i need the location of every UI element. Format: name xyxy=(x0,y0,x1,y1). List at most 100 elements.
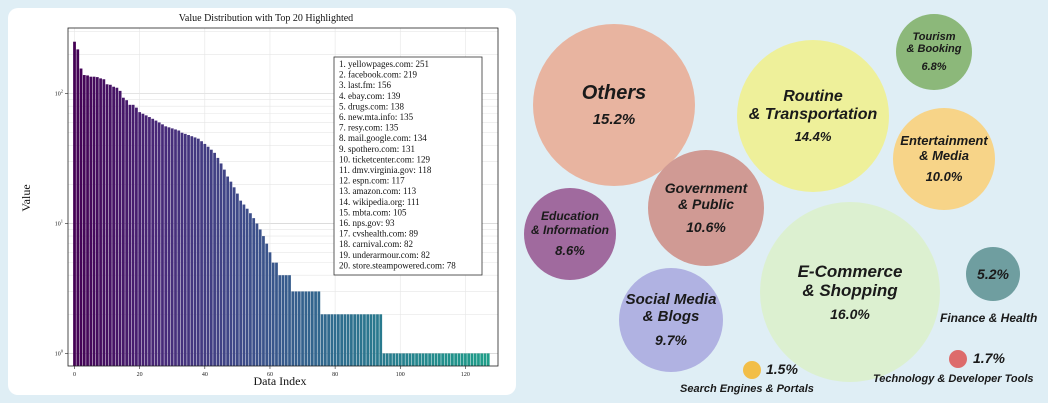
bar xyxy=(437,353,441,366)
bar xyxy=(92,76,96,366)
bar xyxy=(297,291,301,366)
legend-entry: 7. resy.com: 135 xyxy=(339,123,399,133)
bar xyxy=(206,146,210,366)
bar xyxy=(369,314,373,366)
bar xyxy=(470,353,474,366)
y-axis-label: Value xyxy=(19,184,33,211)
legend-entry: 18. carnival.com: 82 xyxy=(339,239,413,249)
legend-entry: 19. underarmour.com: 82 xyxy=(339,250,430,260)
ext-percent-technology-developer-tools: 1.7% xyxy=(973,350,1005,366)
bar xyxy=(395,353,399,366)
bar xyxy=(389,353,392,366)
bar xyxy=(125,100,129,367)
bar xyxy=(402,353,405,366)
bar xyxy=(330,314,334,366)
plot-frame xyxy=(67,27,499,367)
bar xyxy=(258,229,262,366)
bar xyxy=(265,243,269,366)
bar xyxy=(164,126,168,366)
bar xyxy=(144,115,148,366)
bar xyxy=(477,353,480,366)
bar xyxy=(314,291,317,366)
legend-entry: 2. facebook.com: 219 xyxy=(339,70,417,80)
bar xyxy=(392,353,396,366)
y-tick-label: 100 xyxy=(55,348,64,357)
bar xyxy=(268,252,272,366)
x-tick-label: 20 xyxy=(137,372,143,378)
bar xyxy=(340,314,344,366)
bubble-label: Others xyxy=(581,82,647,105)
bubble-label: Routine & Transportation xyxy=(748,87,878,123)
bar xyxy=(196,138,200,366)
bar xyxy=(467,353,471,366)
ext-percent-search-engines-portals: 1.5% xyxy=(766,361,798,377)
bar xyxy=(135,107,138,367)
bar xyxy=(301,291,304,366)
bubble-entertainment-media: Entertainment & Media 10.0% xyxy=(893,108,995,210)
bar xyxy=(444,353,448,366)
bar xyxy=(262,236,265,366)
bubble-technology-developer-tools xyxy=(949,350,967,368)
bubble-percent: 10.6% xyxy=(686,218,726,235)
bar xyxy=(379,314,383,366)
bar xyxy=(405,353,409,366)
bar xyxy=(112,86,115,366)
bar xyxy=(200,141,203,366)
legend-entry: 20. store.steampowered.com: 78 xyxy=(339,260,456,270)
bar xyxy=(138,112,142,366)
bar xyxy=(82,75,86,366)
bar xyxy=(428,353,431,366)
bar xyxy=(323,314,327,366)
x-tick-label: 100 xyxy=(396,372,405,378)
bar xyxy=(457,353,461,366)
bubble-percent: 16.0% xyxy=(830,306,870,323)
bar xyxy=(447,353,451,366)
legend-entry: 3. last.fm: 156 xyxy=(339,80,391,90)
bar xyxy=(190,136,194,366)
bar xyxy=(236,193,239,366)
bar xyxy=(154,120,158,366)
bar xyxy=(177,130,181,366)
bar xyxy=(102,79,106,366)
bubble-finance-health: 5.2% xyxy=(966,247,1020,301)
bubble-label: Entertainment & Media xyxy=(900,132,988,163)
ext-label-technology-developer-tools: Technology & Developer Tools xyxy=(873,373,1034,385)
bar xyxy=(216,157,220,366)
bar xyxy=(350,314,353,366)
bar xyxy=(239,200,243,366)
bubble-label: Social Media & Blogs xyxy=(625,291,717,325)
bar xyxy=(294,291,298,366)
bar xyxy=(128,104,132,366)
bar xyxy=(79,68,83,366)
bar xyxy=(115,87,119,366)
bubble-others: Others 15.2% xyxy=(533,24,695,186)
bubble-tourism-booking: Tourism & Booking 6.8% xyxy=(896,14,972,90)
bubble-social-media-blogs: Social Media & Blogs 9.7% xyxy=(619,268,723,372)
bar xyxy=(167,127,171,367)
legend-entry: 10. ticketcenter.com: 129 xyxy=(339,154,430,164)
bar xyxy=(310,291,314,366)
legend-entry: 8. mail.google.com: 134 xyxy=(339,133,427,143)
bar xyxy=(291,291,295,366)
bar xyxy=(356,314,360,366)
legend-entry: 15. mbta.com: 105 xyxy=(339,207,407,217)
x-tick-label: 40 xyxy=(202,372,208,378)
x-tick-label: 60 xyxy=(267,372,273,378)
bar xyxy=(226,176,230,366)
bar xyxy=(105,84,109,366)
bar xyxy=(372,314,376,366)
bubble-label: Government & Public xyxy=(664,180,748,212)
bar xyxy=(148,117,151,366)
bar xyxy=(245,208,249,366)
legend-entry: 17. cvshealth.com: 89 xyxy=(339,229,418,239)
legend-entry: 4. ebay.com: 139 xyxy=(339,91,401,101)
bar xyxy=(336,314,340,366)
x-tick-label: 0 xyxy=(73,372,76,378)
bar xyxy=(320,314,324,366)
legend-entry: 1. yellowpages.com: 251 xyxy=(339,59,429,69)
bar xyxy=(424,353,428,366)
bar xyxy=(451,353,454,366)
bar xyxy=(157,122,161,366)
bar xyxy=(281,275,285,366)
